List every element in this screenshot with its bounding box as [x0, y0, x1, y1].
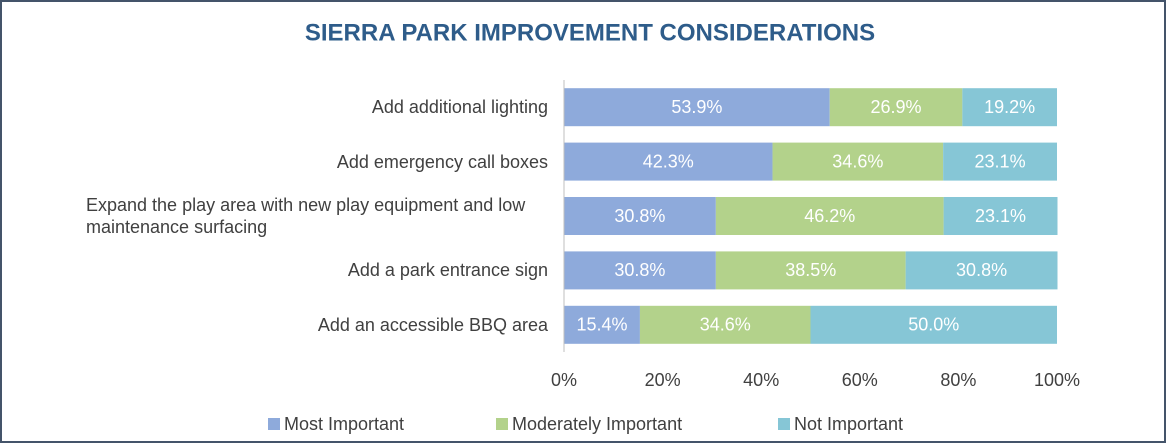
category-label: Add emergency call boxes: [20, 151, 548, 173]
category-label: Add additional lighting: [20, 96, 548, 118]
x-tick-label: 80%: [940, 370, 976, 390]
data-label: 53.9%: [671, 97, 722, 117]
data-label: 26.9%: [871, 97, 922, 117]
data-label: 19.2%: [984, 97, 1035, 117]
data-label: 50.0%: [908, 315, 959, 335]
legend-label: Most Important: [284, 414, 404, 434]
legend-label: Not Important: [794, 414, 903, 434]
category-text: Add a park entrance sign: [347, 260, 548, 281]
data-label: 30.8%: [956, 260, 1007, 280]
category-text: Add an accessible BBQ area: [317, 314, 548, 335]
data-label: 34.6%: [700, 315, 751, 335]
category-label: Add a park entrance sign: [20, 259, 548, 281]
category-text: Add emergency call boxes: [336, 151, 548, 172]
bar-segment: [810, 305, 1057, 344]
bar-segment: [564, 197, 716, 235]
legend-swatch: [268, 418, 280, 430]
bar-segment: [715, 251, 906, 290]
data-label: 23.1%: [975, 206, 1026, 226]
data-label: 23.1%: [975, 151, 1026, 171]
category-text: Expand the play area with new play equip…: [86, 195, 526, 237]
x-tick-label: 40%: [743, 370, 779, 390]
bar-segment: [564, 88, 830, 127]
data-label: 34.6%: [832, 151, 883, 171]
bar-segment: [943, 197, 1058, 235]
data-label: 30.8%: [614, 206, 665, 226]
legend-swatch: [496, 418, 508, 430]
x-tick-label: 20%: [645, 370, 681, 390]
bar-segment: [829, 88, 963, 127]
category-label: Add an accessible BBQ area: [20, 314, 548, 336]
bar-segment: [962, 88, 1057, 127]
legend-swatch: [778, 418, 790, 430]
data-label: 42.3%: [643, 151, 694, 171]
x-tick-label: 0%: [551, 370, 577, 390]
bar-segment: [639, 305, 811, 344]
x-tick-label: 60%: [842, 370, 878, 390]
category-text: Add additional lighting: [371, 97, 548, 118]
chart-title: SIERRA PARK IMPROVEMENT CONSIDERATIONS: [305, 19, 875, 46]
bar-segment: [905, 251, 1058, 290]
data-label: 38.5%: [785, 260, 836, 280]
data-label: 46.2%: [804, 206, 855, 226]
legend-label: Moderately Important: [512, 414, 682, 434]
bar-segment: [772, 142, 944, 181]
bar-segment: [564, 251, 716, 290]
data-label: 15.4%: [576, 315, 627, 335]
bar-segment: [715, 197, 944, 235]
data-label: 30.8%: [614, 260, 665, 280]
category-label: Expand the play area with new play equip…: [20, 194, 548, 238]
bar-segment: [564, 305, 640, 344]
bar-segment: [943, 142, 1057, 181]
x-tick-label: 100%: [1034, 370, 1080, 390]
bar-segment: [564, 142, 773, 181]
